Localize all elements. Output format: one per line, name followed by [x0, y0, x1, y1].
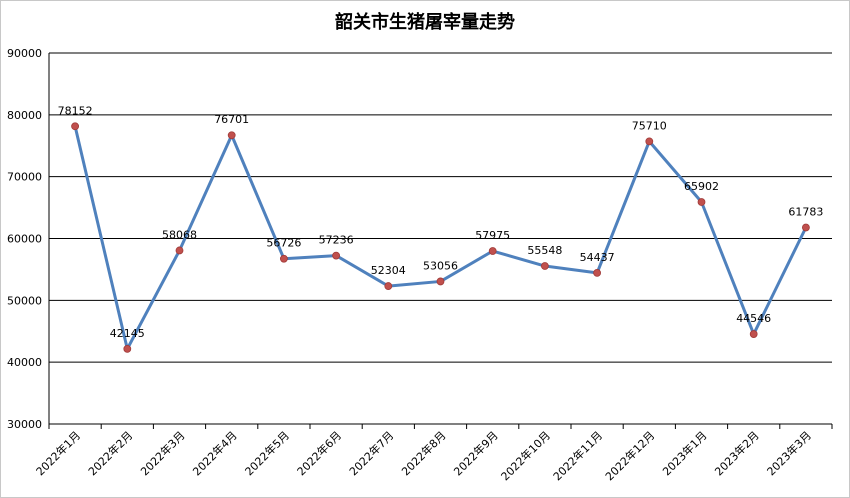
data-point — [384, 282, 393, 290]
x-tick-label: 2023年1月 — [659, 428, 709, 478]
x-tick-label: 2022年9月 — [451, 428, 501, 478]
data-point — [593, 268, 601, 277]
series-group — [71, 122, 810, 353]
data-point — [697, 198, 706, 206]
data-point — [749, 330, 758, 338]
data-point — [175, 246, 184, 255]
data-label: 53056 — [423, 259, 458, 272]
x-tick-label: 2022年7月 — [346, 428, 396, 478]
y-tick-label: 50000 — [7, 294, 42, 307]
data-label: 44546 — [736, 312, 771, 325]
data-label: 56726 — [266, 237, 301, 250]
x-tick-label: 2022年1月 — [33, 428, 83, 478]
x-tick-label: 2023年3月 — [764, 428, 814, 478]
x-tick-label: 2022年3月 — [137, 428, 187, 478]
x-tick-label: 2022年6月 — [294, 428, 344, 478]
x-tick-label: 2022年11月 — [550, 428, 605, 483]
x-tick-label: 2023年2月 — [712, 428, 762, 478]
data-label: 52304 — [371, 264, 406, 277]
data-point — [645, 137, 654, 146]
x-tick-label: 2022年2月 — [85, 428, 135, 478]
y-axis-ticks: 30000 40000 50000 60000 70000 80000 90000 — [7, 47, 42, 431]
data-labels: 78152 42145 58068 76701 56726 57236 52304 53056… — [58, 104, 824, 340]
data-label: 42145 — [110, 327, 145, 340]
chart-title: 韶关市生猪屠宰量走势 — [335, 12, 515, 33]
axes — [48, 53, 833, 429]
data-label: 65902 — [684, 180, 719, 193]
gridlines — [49, 52, 832, 425]
data-point — [227, 131, 236, 140]
y-tick-label: 70000 — [7, 171, 42, 184]
x-tick-label: 2022年12月 — [602, 428, 657, 483]
x-axis-ticks: 2022年1月 2022年2月 2022年3月 2022年4月 2022年5月 2022年… — [33, 428, 814, 483]
x-tick-label: 2022年10月 — [498, 428, 553, 483]
y-tick-label: 60000 — [7, 233, 42, 246]
data-label: 57975 — [475, 229, 510, 242]
x-tick-label: 2022年4月 — [190, 428, 240, 478]
data-point — [71, 122, 79, 131]
data-label: 76701 — [214, 113, 249, 126]
data-label: 58068 — [162, 228, 197, 241]
y-tick-label: 30000 — [7, 418, 42, 431]
data-label: 57236 — [319, 234, 354, 247]
data-point — [279, 254, 288, 263]
x-tick-label: 2022年8月 — [398, 428, 448, 478]
data-point — [436, 277, 445, 286]
data-point — [802, 223, 810, 232]
data-label: 55548 — [527, 244, 562, 257]
y-tick-label: 90000 — [7, 47, 42, 60]
data-label: 75710 — [632, 119, 667, 132]
x-tick-label: 2022年5月 — [242, 428, 292, 478]
data-point — [123, 345, 132, 353]
data-point — [488, 247, 497, 255]
data-point — [332, 251, 341, 260]
data-point — [541, 262, 549, 270]
data-label: 54437 — [580, 251, 615, 264]
y-tick-label: 80000 — [7, 109, 42, 122]
data-label: 78152 — [58, 104, 93, 117]
data-label: 61783 — [788, 205, 823, 218]
y-tick-label: 40000 — [7, 356, 42, 369]
